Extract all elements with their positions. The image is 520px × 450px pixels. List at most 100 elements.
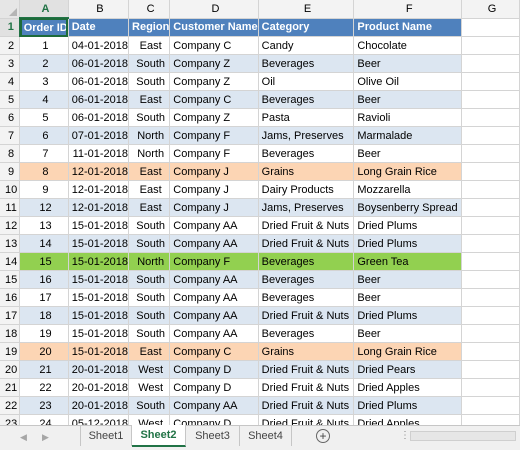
header-cell[interactable]: Customer Name [169, 18, 259, 37]
header-cell[interactable]: Category [258, 18, 355, 37]
column-header-c[interactable]: C [128, 0, 171, 19]
date-cell[interactable]: 15-01-2018 [68, 288, 130, 307]
category-cell[interactable]: Dried Fruit & Nuts [258, 216, 355, 235]
empty-cell[interactable] [461, 216, 520, 235]
customer-name-cell[interactable]: Company Z [169, 54, 259, 73]
sheet-tab-sheet4[interactable]: Sheet4 [240, 426, 292, 446]
order-id-cell[interactable]: 21 [19, 360, 69, 379]
column-header-g[interactable]: G [461, 0, 520, 19]
region-cell[interactable]: South [128, 324, 171, 343]
tab-scroll-left-icon[interactable]: ◀ [20, 432, 27, 442]
region-cell[interactable]: South [128, 270, 171, 289]
date-cell[interactable]: 20-01-2018 [68, 360, 130, 379]
region-cell[interactable]: South [128, 234, 171, 253]
row-header[interactable]: 9 [0, 162, 21, 181]
product-name-cell[interactable]: Dried Plums [353, 234, 463, 253]
empty-cell[interactable] [461, 288, 520, 307]
date-cell[interactable]: 04-01-2018 [68, 36, 130, 55]
category-cell[interactable]: Dried Fruit & Nuts [258, 396, 355, 415]
region-cell[interactable]: East [128, 162, 171, 181]
row-header[interactable]: 4 [0, 72, 21, 91]
region-cell[interactable]: South [128, 396, 171, 415]
category-cell[interactable]: Beverages [258, 54, 355, 73]
date-cell[interactable]: 11-01-2018 [68, 144, 130, 163]
customer-name-cell[interactable]: Company J [169, 198, 259, 217]
row-header[interactable]: 14 [0, 252, 21, 271]
customer-name-cell[interactable]: Company D [169, 378, 259, 397]
date-cell[interactable]: 15-01-2018 [68, 270, 130, 289]
product-name-cell[interactable]: Beer [353, 144, 463, 163]
date-cell[interactable]: 15-01-2018 [68, 216, 130, 235]
row-header[interactable]: 20 [0, 360, 21, 379]
row-header[interactable]: 3 [0, 54, 21, 73]
empty-cell[interactable] [461, 36, 520, 55]
empty-cell[interactable] [461, 72, 520, 91]
row-header[interactable]: 1 [0, 18, 21, 37]
date-cell[interactable]: 20-01-2018 [68, 378, 130, 397]
row-header[interactable]: 16 [0, 288, 21, 307]
order-id-cell[interactable]: 5 [19, 108, 69, 127]
date-cell[interactable]: 20-01-2018 [68, 396, 130, 415]
product-name-cell[interactable]: Long Grain Rice [353, 342, 463, 361]
category-cell[interactable]: Dairy Products [258, 180, 355, 199]
product-name-cell[interactable]: Beer [353, 54, 463, 73]
empty-cell[interactable] [461, 108, 520, 127]
order-id-cell[interactable]: 14 [19, 234, 69, 253]
category-cell[interactable]: Dried Fruit & Nuts [258, 360, 355, 379]
column-header-a[interactable]: A [19, 0, 69, 19]
sheet-tab-sheet1[interactable]: Sheet1 [80, 426, 132, 446]
product-name-cell[interactable]: Dried Apples [353, 378, 463, 397]
category-cell[interactable]: Dried Fruit & Nuts [258, 234, 355, 253]
empty-cell[interactable] [461, 198, 520, 217]
customer-name-cell[interactable]: Company AA [169, 324, 259, 343]
region-cell[interactable]: West [128, 360, 171, 379]
product-name-cell[interactable]: Ravioli [353, 108, 463, 127]
date-cell[interactable]: 15-01-2018 [68, 252, 130, 271]
customer-name-cell[interactable]: Company AA [169, 288, 259, 307]
category-cell[interactable]: Oil [258, 72, 355, 91]
sheet-tab-sheet3[interactable]: Sheet3 [186, 426, 240, 446]
product-name-cell[interactable]: Dried Plums [353, 216, 463, 235]
region-cell[interactable]: East [128, 180, 171, 199]
row-header[interactable]: 6 [0, 108, 21, 127]
category-cell[interactable]: Beverages [258, 252, 355, 271]
product-name-cell[interactable]: Beer [353, 324, 463, 343]
category-cell[interactable]: Beverages [258, 324, 355, 343]
add-sheet-icon[interactable]: + [316, 429, 330, 443]
product-name-cell[interactable]: Beer [353, 90, 463, 109]
order-id-cell[interactable]: 15 [19, 252, 69, 271]
row-header[interactable]: 10 [0, 180, 21, 199]
customer-name-cell[interactable]: Company J [169, 180, 259, 199]
region-cell[interactable]: North [128, 144, 171, 163]
date-cell[interactable]: 15-01-2018 [68, 324, 130, 343]
customer-name-cell[interactable]: Company J [169, 162, 259, 181]
category-cell[interactable]: Dried Fruit & Nuts [258, 378, 355, 397]
row-header[interactable]: 21 [0, 378, 21, 397]
date-cell[interactable]: 07-01-2018 [68, 126, 130, 145]
horizontal-scrollbar[interactable] [410, 431, 516, 441]
order-id-cell[interactable]: 3 [19, 72, 69, 91]
region-cell[interactable]: South [128, 72, 171, 91]
product-name-cell[interactable]: Dried Plums [353, 306, 463, 325]
empty-cell[interactable] [461, 252, 520, 271]
product-name-cell[interactable]: Dried Plums [353, 396, 463, 415]
region-cell[interactable]: South [128, 288, 171, 307]
category-cell[interactable]: Jams, Preserves [258, 198, 355, 217]
region-cell[interactable]: East [128, 36, 171, 55]
empty-cell[interactable] [461, 324, 520, 343]
column-header-d[interactable]: D [169, 0, 259, 19]
order-id-cell[interactable]: 8 [19, 162, 69, 181]
customer-name-cell[interactable]: Company Z [169, 72, 259, 91]
order-id-cell[interactable]: 6 [19, 126, 69, 145]
date-cell[interactable]: 15-01-2018 [68, 342, 130, 361]
header-cell[interactable]: Order ID [19, 18, 69, 37]
empty-cell[interactable] [461, 54, 520, 73]
date-cell[interactable]: 05-12-2018 [68, 414, 130, 425]
header-cell[interactable]: Product Name [353, 18, 463, 37]
date-cell[interactable]: 12-01-2018 [68, 198, 130, 217]
empty-cell[interactable] [461, 396, 520, 415]
category-cell[interactable]: Beverages [258, 270, 355, 289]
empty-cell[interactable] [461, 360, 520, 379]
category-cell[interactable]: Candy [258, 36, 355, 55]
customer-name-cell[interactable]: Company F [169, 252, 259, 271]
